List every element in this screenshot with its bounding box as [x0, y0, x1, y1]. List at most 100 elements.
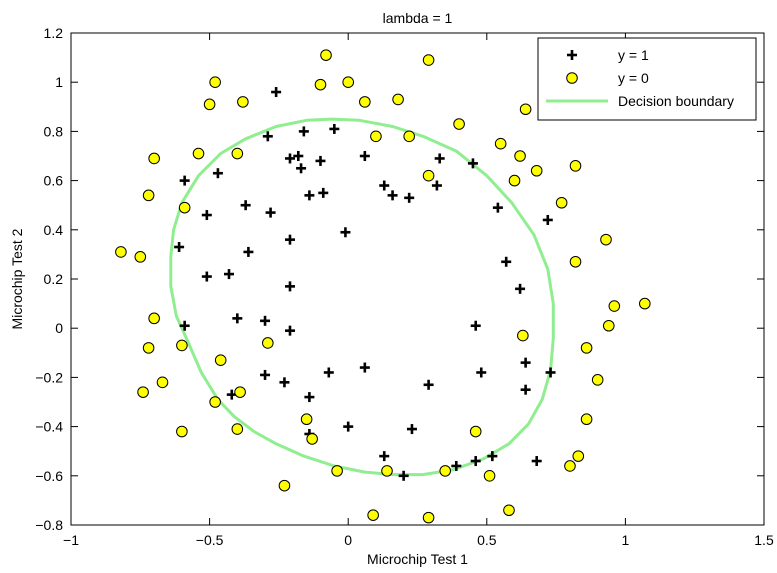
positive-point — [379, 180, 390, 191]
negative-point — [580, 342, 593, 354]
legend-label-boundary: Decision boundary — [618, 93, 734, 109]
positive-point — [404, 192, 415, 203]
negative-point — [156, 376, 169, 389]
positive-point — [545, 367, 556, 378]
positive-point — [201, 271, 212, 282]
positive-point — [284, 234, 295, 245]
positive-point — [240, 200, 251, 211]
negative-point — [591, 374, 604, 386]
negative-point — [148, 312, 160, 325]
positive-point — [398, 470, 409, 481]
legend: y = 1 y = 0 Decision boundary — [537, 37, 757, 121]
positive-point — [212, 168, 223, 179]
positive-point — [304, 190, 315, 201]
y-tick-label: −0.2 — [35, 369, 63, 385]
positive-point — [232, 313, 243, 324]
x-tick-label: 0 — [344, 532, 352, 548]
negative-point — [370, 130, 382, 143]
negative-point — [469, 425, 482, 438]
x-axis-title: Microchip Test 1 — [367, 551, 468, 567]
decision-boundary-line — [169, 117, 555, 477]
negative-point — [514, 150, 526, 162]
negative-point — [453, 118, 465, 130]
y-tick-label: 1 — [55, 74, 63, 90]
negative-point — [602, 319, 615, 332]
negative-point — [231, 147, 244, 160]
y-tick-label: 0.2 — [44, 271, 64, 287]
negative-point — [331, 465, 343, 477]
negative-point — [237, 96, 249, 108]
negative-point — [209, 396, 221, 408]
positive-point — [476, 367, 487, 378]
negative-point — [192, 147, 205, 160]
negative-point — [564, 460, 576, 472]
negative-point — [600, 233, 612, 246]
x-tick-label: −0.5 — [196, 532, 224, 548]
negative-point — [142, 189, 155, 202]
positive-point — [243, 246, 254, 257]
y-tick-label: 0.6 — [44, 173, 64, 189]
negative-point — [422, 511, 435, 524]
negative-point — [234, 386, 246, 398]
negative-point — [530, 164, 543, 177]
negative-point — [278, 479, 291, 492]
positive-point — [406, 424, 417, 435]
negative-point — [342, 76, 355, 88]
positive-point — [262, 131, 273, 142]
negative-point — [148, 152, 160, 165]
legend-label-positive: y = 1 — [618, 47, 649, 63]
positive-point — [293, 151, 304, 161]
positive-point — [318, 187, 329, 198]
positive-point — [487, 451, 498, 462]
positive-point — [340, 227, 351, 238]
negative-point — [359, 96, 371, 108]
positive-point — [470, 320, 481, 331]
positive-point — [387, 190, 398, 201]
negative-point — [572, 450, 585, 462]
positive-point — [271, 87, 282, 98]
negative-point — [306, 433, 318, 445]
positive-point — [329, 123, 340, 134]
negative-point — [178, 201, 191, 214]
positive-point — [279, 377, 290, 388]
y-tick-label: −0.6 — [35, 468, 63, 484]
positive-point — [520, 357, 531, 368]
negative-point — [392, 93, 404, 106]
y-axis-ticks: −0.8 −0.6 −0.4 −0.2 0 0.2 0.4 0.6 0.8 1 1.2 — [35, 25, 764, 533]
y-tick-label: 0.8 — [44, 123, 64, 139]
negative-point — [314, 78, 327, 91]
negative-point — [422, 169, 435, 182]
negative-point — [214, 354, 227, 366]
positive-point — [323, 367, 334, 378]
negative-point — [569, 160, 582, 172]
positive-points-layer — [174, 87, 556, 481]
negative-point — [608, 300, 621, 312]
negative-point — [439, 465, 452, 477]
positive-point — [179, 175, 190, 186]
negative-point — [422, 54, 435, 66]
positive-point — [224, 269, 235, 280]
positive-point — [260, 369, 271, 380]
positive-point — [470, 456, 481, 467]
negative-point — [300, 413, 313, 426]
positive-point — [423, 379, 434, 390]
y-tick-label: 1.2 — [44, 25, 64, 41]
negative-point — [503, 504, 515, 517]
negative-point — [176, 339, 188, 352]
negative-point — [367, 509, 379, 521]
positive-point — [467, 158, 478, 169]
negative-point — [262, 337, 274, 349]
positive-point — [501, 256, 512, 267]
negative-points-layer — [115, 49, 651, 524]
negative-point — [483, 470, 496, 482]
positive-point — [284, 153, 295, 164]
positive-point — [179, 320, 190, 331]
x-tick-label: 0.5 — [477, 532, 497, 548]
negative-point — [381, 465, 393, 477]
negative-point — [519, 103, 532, 116]
positive-point — [174, 242, 185, 253]
negative-point — [569, 255, 582, 268]
x-tick-label: −1 — [63, 532, 79, 548]
positive-point — [515, 283, 526, 294]
positive-point — [201, 210, 212, 221]
